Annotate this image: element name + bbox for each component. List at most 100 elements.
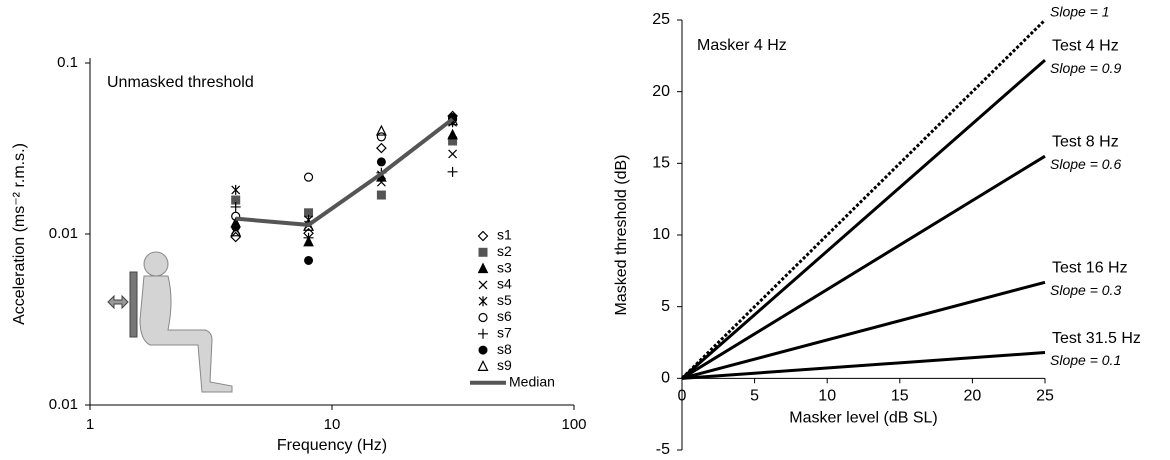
data-point [447, 128, 458, 140]
x-tick-label: 5 [750, 388, 759, 405]
legend-marker [478, 296, 488, 307]
marker-shape [376, 132, 386, 142]
marker-shape [303, 172, 314, 182]
legend-label: Median [509, 373, 555, 389]
slope-label: Slope = 0.1 [1050, 352, 1121, 368]
x-tick-label: 10 [324, 416, 341, 433]
marker-shape [448, 149, 458, 159]
y-tick-label: 0 [661, 370, 670, 387]
marker-shape [230, 225, 242, 237]
marker-shape [478, 312, 488, 323]
x-tick-label: 100 [561, 416, 586, 433]
marker-shape [478, 296, 488, 307]
data-point [376, 132, 386, 142]
x-tick-label: 15 [891, 388, 909, 405]
marker-shape [230, 201, 241, 212]
median-line [235, 117, 454, 227]
series-line [681, 280, 1046, 380]
marker-shape [375, 124, 387, 136]
marker-shape [376, 177, 386, 187]
marker-shape [447, 166, 458, 177]
data-point [304, 255, 314, 265]
marker-shape [376, 142, 387, 154]
data-point [231, 184, 241, 195]
marker-shape [304, 255, 314, 265]
data-point [448, 149, 458, 159]
marker-shape [477, 360, 489, 371]
marker-shape [478, 328, 488, 339]
series-label: Slope = 1 [1050, 4, 1110, 20]
y-tick-label: 15 [652, 155, 670, 172]
data-point [376, 142, 387, 154]
x-axis-label: Masker level (dB SL) [789, 410, 938, 427]
legend-marker [477, 360, 489, 371]
series-label: Test 4 Hz [1052, 37, 1119, 54]
y-tick-label: 20 [652, 83, 670, 100]
legend-marker [478, 280, 488, 290]
person-illustration [139, 251, 233, 393]
y-tick-label: 0.01 [49, 225, 78, 242]
series-label: Test 31.5 Hz [1052, 330, 1141, 347]
x-tick-label: 0 [678, 388, 687, 405]
data-point [230, 201, 241, 212]
data-point [376, 157, 386, 167]
data-point [376, 190, 386, 200]
data-point [303, 232, 314, 243]
legend-marker [478, 345, 488, 355]
y-tick-label: 0.1 [57, 54, 78, 71]
slope-label: Slope = 0.6 [1050, 156, 1121, 172]
legend-marker [478, 328, 488, 339]
data-point [447, 166, 458, 177]
marker-shape [303, 232, 314, 243]
series-line [680, 18, 1047, 380]
legend-label: s4 [497, 276, 512, 292]
data-point [303, 172, 314, 182]
series-line [681, 154, 1046, 380]
x-tick-label: 25 [1036, 388, 1054, 405]
data-point [230, 225, 242, 237]
marker-shape [231, 184, 241, 195]
x-axis-label: Frequency (Hz) [277, 437, 387, 454]
data-point [375, 124, 387, 136]
slope-label: Slope = 0.3 [1050, 282, 1121, 298]
y-tick-label: 0.01 [49, 396, 78, 413]
x-tick-label: 20 [964, 388, 982, 405]
x-tick-label: 10 [818, 388, 836, 405]
marker-shape [376, 190, 386, 200]
seat-back [129, 271, 138, 338]
marker-shape [376, 157, 386, 167]
series-label: Test 16 Hz [1052, 260, 1128, 277]
legend-label: s8 [497, 341, 512, 357]
marker-shape [477, 262, 489, 274]
y-axis-label: Acceleration (ms⁻² r.m.s.) [11, 143, 28, 325]
annotation: Unmasked threshold [107, 74, 254, 91]
legend-label: s3 [497, 259, 512, 275]
legend-label: s2 [497, 243, 512, 259]
legend-label: s6 [497, 308, 512, 324]
marker-shape [447, 128, 458, 140]
legend-marker [478, 312, 488, 323]
annotation: Masker 4 Hz [697, 37, 787, 54]
marker-shape [478, 280, 488, 290]
legend-label: s5 [497, 292, 512, 308]
legend-marker [477, 230, 489, 242]
data-point [376, 177, 386, 187]
y-axis-label: Masked threshold (dB) [613, 155, 630, 316]
legend-marker [477, 262, 489, 274]
vibration-arrow [107, 294, 129, 310]
legend-label: s9 [497, 357, 512, 373]
marker-shape [478, 247, 488, 257]
series-line [681, 351, 1046, 380]
series-line [681, 59, 1046, 380]
marker-shape [477, 230, 489, 242]
x-tick-label: 1 [86, 416, 94, 433]
series-label: Test 8 Hz [1052, 133, 1119, 150]
y-tick-label: 5 [661, 298, 670, 315]
y-tick-label: 25 [652, 11, 670, 28]
y-tick-label: -5 [656, 441, 670, 458]
legend-label: s7 [497, 325, 512, 341]
y-tick-label: 10 [652, 226, 670, 243]
marker-shape [478, 345, 488, 355]
slope-label: Slope = 0.9 [1050, 60, 1121, 76]
